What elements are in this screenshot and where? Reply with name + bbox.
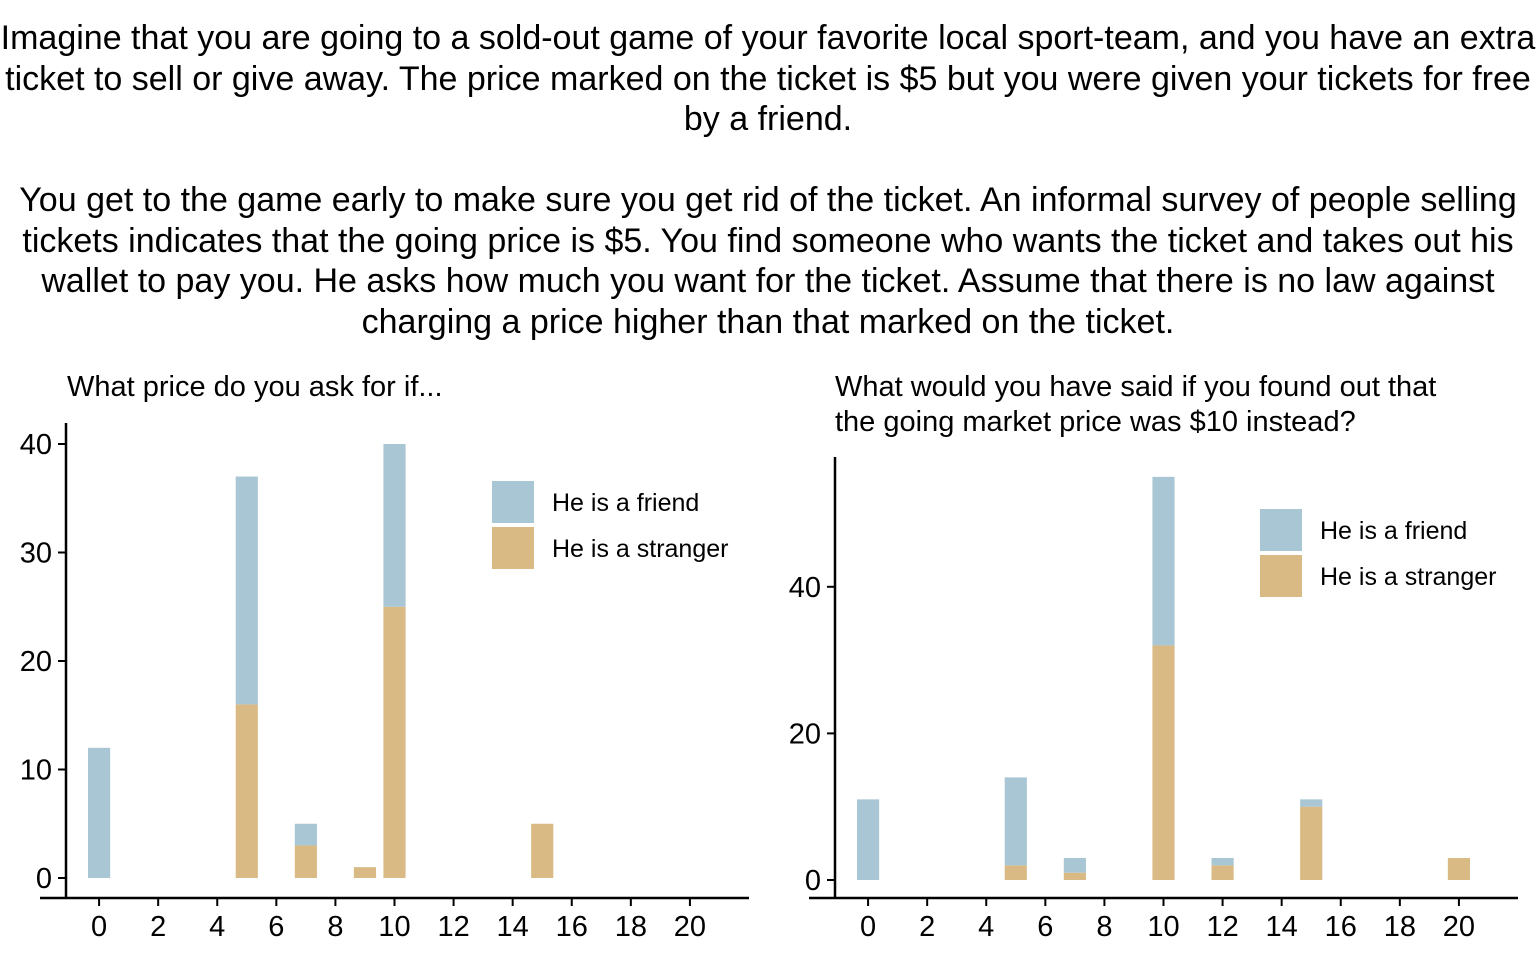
- left-chart-x-tick-label: 20: [674, 911, 706, 943]
- left-chart-y-tick-label: 40: [20, 429, 52, 461]
- right-chart-x-tick-label: 2: [919, 911, 935, 943]
- right-chart-bar: [1004, 777, 1027, 866]
- right-chart-bar: [1300, 799, 1323, 807]
- left-chart-bar: [235, 704, 258, 878]
- right-chart-bar: [1004, 865, 1027, 880]
- right-chart-bar: [1063, 872, 1086, 880]
- right-chart-x-tick-label: 14: [1266, 911, 1298, 943]
- right-chart-y-tick-label: 0: [805, 865, 821, 897]
- left-chart-y-tick-label: 10: [20, 755, 52, 787]
- left-chart-legend-swatch: [492, 527, 534, 569]
- left-chart-bar: [294, 823, 317, 846]
- left-chart-x-tick-label: 2: [150, 911, 166, 943]
- left-chart-x-tick-label: 18: [615, 911, 647, 943]
- left-chart-x-tick-label: 16: [556, 911, 588, 943]
- right-chart-x-tick-label: 12: [1206, 911, 1238, 943]
- left-chart-bar: [383, 444, 406, 607]
- right-chart-x-tick-label: 18: [1384, 911, 1416, 943]
- left-chart-bar: [531, 823, 554, 878]
- right-chart-legend-swatch: [1260, 509, 1302, 551]
- right-chart-x-tick-label: 20: [1443, 911, 1475, 943]
- left-chart-x-tick-label: 0: [91, 911, 107, 943]
- right-chart-y-tick-label: 40: [789, 572, 821, 604]
- right-chart-x-tick-label: 16: [1325, 911, 1357, 943]
- right-chart-bar: [857, 799, 880, 880]
- left-chart-bar: [88, 747, 111, 878]
- right-chart-title-line-1: What would you have said if you found ou…: [835, 371, 1437, 403]
- left-chart-x-tick-label: 12: [437, 911, 469, 943]
- right-chart-y-tick-label: 20: [789, 718, 821, 750]
- right-chart-bar: [1152, 645, 1175, 880]
- left-chart-bar: [235, 476, 258, 705]
- left-chart-legend-swatch: [492, 481, 534, 523]
- right-chart-x-tick-label: 10: [1147, 911, 1179, 943]
- right-chart-x-tick-label: 0: [860, 911, 876, 943]
- left-chart-x-tick-label: 6: [268, 911, 284, 943]
- right-chart-x-tick-label: 4: [978, 911, 994, 943]
- right-chart-legend-swatch: [1260, 555, 1302, 597]
- left-chart-y-tick-label: 30: [20, 538, 52, 570]
- left-chart: 0 2 4 6 8 10 12 14 16 18 20 0 10 20 30 40 He is a friend…: [20, 423, 749, 943]
- right-chart-x-tick-label: 6: [1037, 911, 1053, 943]
- right-chart-title-line-2: the going market price was $10 instead?: [835, 406, 1356, 438]
- left-chart-bar: [353, 867, 377, 878]
- scenario-paragraph-2: You get to the game early to make sure y…: [19, 181, 1517, 341]
- left-chart-legend-label: He is a stranger: [552, 535, 728, 563]
- right-chart-bar: [1152, 476, 1175, 646]
- right-chart-legend-label: He is a friend: [1320, 517, 1467, 545]
- left-chart-x-tick-label: 4: [209, 911, 225, 943]
- left-chart-y-tick-label: 0: [36, 863, 52, 895]
- right-chart-bar: [1211, 865, 1234, 880]
- right-chart-bar: [1300, 806, 1323, 880]
- scenario-paragraph-1: Imagine that you are going to a sold-out…: [0, 19, 1536, 138]
- left-chart-x-tick-label: 8: [327, 911, 343, 943]
- left-chart-legend-label: He is a friend: [552, 489, 699, 517]
- left-chart-y-tick-label: 20: [20, 646, 52, 678]
- right-chart-bar: [1211, 858, 1234, 866]
- left-chart-title: What price do you ask for if...: [67, 371, 443, 403]
- right-chart-bar: [1447, 858, 1470, 880]
- scenario-text: Imagine that you are going to a sold-out…: [0, 18, 1536, 342]
- left-chart-bar: [383, 606, 406, 878]
- right-chart-title: What would you have said if you found ou…: [835, 370, 1436, 440]
- left-chart-x-tick-label: 14: [497, 911, 529, 943]
- left-chart-bar: [294, 845, 317, 878]
- right-chart-x-tick-label: 8: [1096, 911, 1112, 943]
- right-chart-legend-label: He is a stranger: [1320, 563, 1496, 591]
- left-chart-x-tick-label: 10: [378, 911, 410, 943]
- right-chart-bar: [1063, 858, 1086, 873]
